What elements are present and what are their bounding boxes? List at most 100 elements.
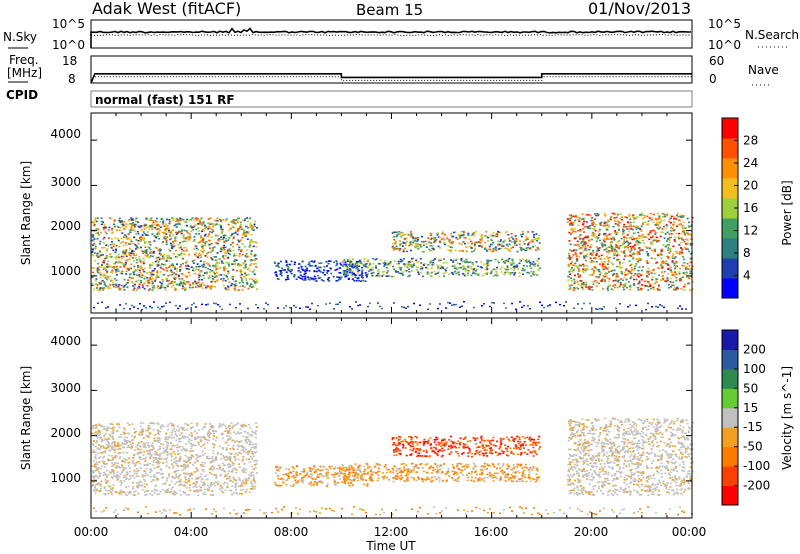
data-cell (134, 283, 136, 286)
power-ytick-3000: 3000 (50, 175, 81, 189)
data-cell (653, 250, 656, 253)
data-cell (450, 259, 452, 261)
data-cell (229, 243, 232, 246)
data-cell (625, 216, 628, 219)
data-cell (145, 233, 148, 236)
data-cell (114, 283, 117, 286)
data-cell (131, 219, 134, 221)
data-cell (173, 272, 176, 274)
data-cell (214, 265, 217, 267)
data-cell (159, 281, 162, 284)
data-cell (444, 268, 447, 271)
data-cell (210, 425, 213, 428)
data-cell (124, 254, 127, 256)
data-cell (128, 478, 131, 481)
data-cell (358, 274, 361, 277)
data-cell (135, 245, 138, 247)
data-cell (118, 476, 121, 478)
data-cell (662, 277, 665, 280)
data-cell (189, 450, 192, 453)
data-cell (156, 472, 159, 474)
data-cell (197, 455, 200, 458)
data-cell (134, 269, 137, 272)
data-cell (400, 231, 403, 234)
data-cell (149, 278, 152, 281)
data-cell (496, 266, 499, 269)
data-cell (96, 289, 99, 291)
data-cell (163, 269, 166, 271)
data-cell (655, 278, 658, 280)
data-cell (430, 238, 432, 240)
data-cell (136, 246, 139, 249)
data-cell (230, 234, 233, 237)
data-cell (97, 232, 99, 234)
data-cell (204, 255, 207, 257)
data-cell (464, 237, 467, 239)
data-cell (225, 267, 227, 270)
data-cell (630, 263, 633, 266)
data-cell (149, 432, 152, 435)
data-cell (660, 263, 662, 266)
data-cell (584, 269, 587, 272)
data-cell (447, 301, 449, 304)
data-cell (287, 269, 290, 271)
data-cell (199, 283, 202, 285)
data-cell (186, 264, 189, 267)
data-cell (247, 267, 250, 270)
data-cell (526, 244, 529, 247)
data-cell (177, 430, 180, 432)
data-cell (94, 457, 97, 460)
data-cell (480, 235, 483, 238)
data-cell (116, 238, 119, 240)
data-cell (137, 240, 140, 242)
data-cell (98, 250, 101, 252)
data-cell (374, 275, 377, 278)
data-cell (582, 231, 585, 233)
data-cell (130, 267, 132, 270)
data-cell (603, 280, 606, 283)
data-cell (223, 257, 226, 260)
data-cell (655, 222, 658, 225)
data-cell (180, 465, 182, 467)
data-cell (243, 235, 246, 237)
data-cell (339, 278, 342, 280)
data-cell (524, 260, 527, 262)
data-cell (102, 261, 104, 263)
data-cell (673, 287, 676, 289)
freq-unit-label: [MHz] (7, 66, 42, 80)
data-cell (497, 244, 499, 247)
data-cell (98, 434, 100, 436)
data-cell (201, 246, 204, 248)
data-cell (161, 242, 164, 244)
data-cell (532, 246, 535, 248)
data-cell (197, 477, 199, 480)
data-cell (524, 249, 527, 252)
data-cell (673, 288, 675, 291)
data-cell (145, 227, 148, 229)
data-cell (243, 261, 245, 264)
data-cell (103, 273, 106, 276)
data-cell (637, 275, 640, 278)
data-cell (416, 269, 419, 271)
data-cell (651, 276, 654, 279)
data-cell (170, 230, 173, 233)
data-cell (668, 252, 671, 254)
data-cell (141, 286, 144, 288)
data-cell (312, 278, 315, 280)
data-cell (254, 481, 257, 484)
data-cell (213, 256, 216, 258)
data-cell (386, 263, 389, 266)
data-cell (204, 225, 207, 227)
data-cell (519, 246, 521, 249)
data-cell (182, 282, 185, 284)
data-cell (400, 235, 403, 237)
data-cell (192, 240, 195, 243)
data-cell (573, 249, 575, 251)
data-cell (473, 242, 476, 244)
data-cell (112, 475, 115, 477)
data-cell (438, 275, 441, 278)
data-cell (153, 422, 156, 425)
data-cell (627, 281, 630, 283)
data-cell (437, 266, 440, 268)
data-cell (108, 442, 110, 444)
